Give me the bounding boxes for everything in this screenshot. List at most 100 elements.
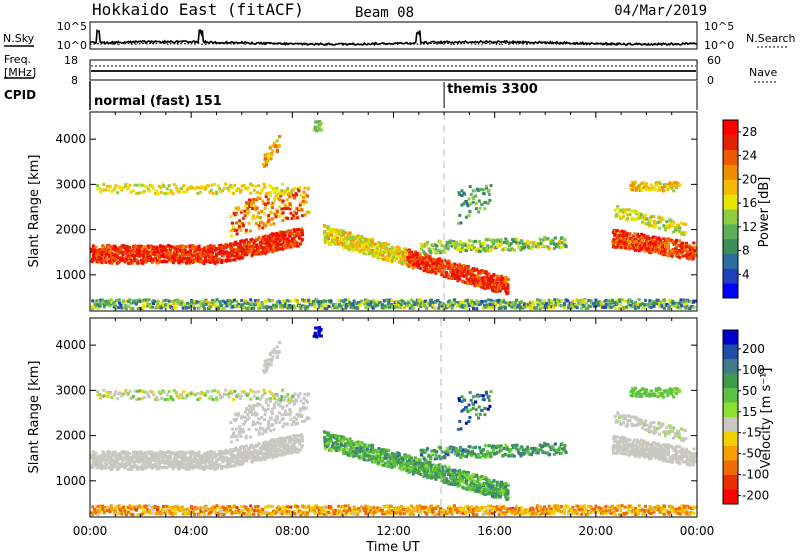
scatter-cell bbox=[635, 240, 639, 243]
scatter-cell bbox=[628, 232, 632, 236]
scatter-cell bbox=[134, 451, 138, 455]
scatter-cell bbox=[387, 301, 391, 305]
scatter-cell bbox=[240, 451, 244, 455]
scatter-cell bbox=[114, 464, 118, 467]
scatter-cell bbox=[183, 462, 187, 466]
scatter-cell bbox=[629, 209, 633, 213]
scatter-cell bbox=[271, 201, 275, 205]
scatter-cell bbox=[670, 223, 674, 227]
scatter-cell bbox=[126, 246, 130, 250]
scatter-cell bbox=[406, 263, 410, 266]
scatter-cell bbox=[255, 247, 259, 251]
scatter-cell bbox=[153, 253, 157, 257]
scatter-cell bbox=[662, 306, 666, 310]
scatter-cell bbox=[106, 453, 110, 457]
scatter-cell bbox=[467, 304, 471, 308]
scatter-cell bbox=[453, 262, 457, 266]
scatter-cell bbox=[628, 213, 632, 217]
scatter-cell bbox=[152, 302, 155, 305]
scatter-cell bbox=[198, 466, 202, 470]
scatter-cell bbox=[452, 265, 456, 269]
scatter-cell bbox=[246, 207, 250, 210]
scatter-cell bbox=[225, 244, 229, 248]
scatter-cell bbox=[268, 145, 272, 149]
scatter-cell bbox=[271, 217, 275, 221]
scatter-cell bbox=[251, 207, 254, 210]
scatter-cell bbox=[549, 301, 553, 305]
scatter-cell bbox=[243, 204, 247, 208]
scatter-cell bbox=[112, 300, 116, 304]
scatter-cell bbox=[468, 300, 472, 303]
scatter-cell bbox=[570, 302, 574, 306]
scatter-cell bbox=[137, 191, 141, 195]
scatter-cell bbox=[630, 236, 633, 240]
scatter-cell bbox=[562, 240, 566, 244]
scatter-cell bbox=[129, 455, 133, 459]
scatter-cell bbox=[647, 250, 651, 254]
scatter-cell bbox=[127, 261, 130, 265]
scatter-cell bbox=[351, 306, 355, 310]
scatter-cell bbox=[144, 298, 148, 302]
scatter-cell bbox=[212, 450, 216, 454]
scatter-cell bbox=[106, 300, 110, 304]
scatter-cell bbox=[302, 190, 306, 194]
scatter-cell bbox=[277, 191, 281, 195]
scatter-cell bbox=[619, 245, 623, 249]
scatter-cell bbox=[228, 251, 232, 255]
scatter-cell bbox=[281, 219, 285, 223]
scatter-cell bbox=[472, 269, 476, 272]
scatter-cell bbox=[433, 307, 436, 311]
scatter-cell bbox=[375, 251, 379, 254]
scatter-cell bbox=[479, 244, 483, 248]
scatter-cell bbox=[383, 304, 387, 308]
scatter-cell bbox=[260, 245, 263, 249]
scatter-cell bbox=[678, 256, 682, 260]
scatter-cell bbox=[488, 238, 492, 242]
scatter-cell bbox=[124, 183, 128, 186]
scatter-cell bbox=[649, 216, 652, 220]
scatter-cell bbox=[326, 226, 330, 230]
scatter-cell bbox=[250, 183, 254, 187]
scatter-cell bbox=[120, 244, 124, 248]
scatter-cell bbox=[272, 196, 276, 200]
scatter-cell bbox=[339, 234, 343, 238]
scatter-cell bbox=[391, 304, 395, 308]
scatter-cell bbox=[407, 265, 411, 269]
scatter-cell bbox=[155, 305, 159, 309]
scatter-cell bbox=[127, 304, 131, 308]
scatter-cell bbox=[177, 261, 181, 265]
scatter-cell bbox=[471, 270, 475, 274]
scatter-cell bbox=[247, 447, 251, 450]
scatter-cell bbox=[554, 303, 558, 307]
scatter-cell bbox=[518, 241, 522, 245]
scatter-cell bbox=[347, 298, 351, 302]
scatter-cell bbox=[318, 123, 322, 127]
scatter-cell bbox=[291, 188, 295, 192]
scatter-cell bbox=[147, 189, 151, 193]
scatter-cell bbox=[266, 152, 270, 156]
scatter-cell bbox=[690, 246, 694, 250]
scatter-cell bbox=[405, 253, 409, 257]
scatter-cell bbox=[210, 253, 214, 257]
scatter-cell bbox=[669, 252, 673, 256]
scatter-cell bbox=[589, 299, 593, 303]
scatter-cell bbox=[329, 242, 333, 246]
scatter-cell bbox=[171, 256, 175, 260]
scatter-cell bbox=[473, 274, 477, 278]
scatter-cell bbox=[646, 235, 650, 239]
scatter-cell bbox=[312, 300, 315, 303]
scatter-cell bbox=[535, 242, 539, 246]
scatter-cell bbox=[263, 157, 267, 161]
scatter-cell bbox=[143, 451, 147, 455]
scatter-cell bbox=[385, 305, 389, 309]
scatter-cell bbox=[483, 305, 487, 309]
scatter-cell bbox=[386, 247, 390, 251]
scatter-cell bbox=[623, 230, 626, 234]
scatter-cell bbox=[289, 211, 293, 215]
scatter-cell bbox=[182, 184, 186, 188]
scatter-cell bbox=[278, 301, 282, 305]
scatter-cell bbox=[226, 258, 230, 262]
scatter-cell bbox=[328, 240, 331, 244]
scatter-cell bbox=[500, 274, 504, 278]
scatter-cell bbox=[616, 229, 620, 233]
